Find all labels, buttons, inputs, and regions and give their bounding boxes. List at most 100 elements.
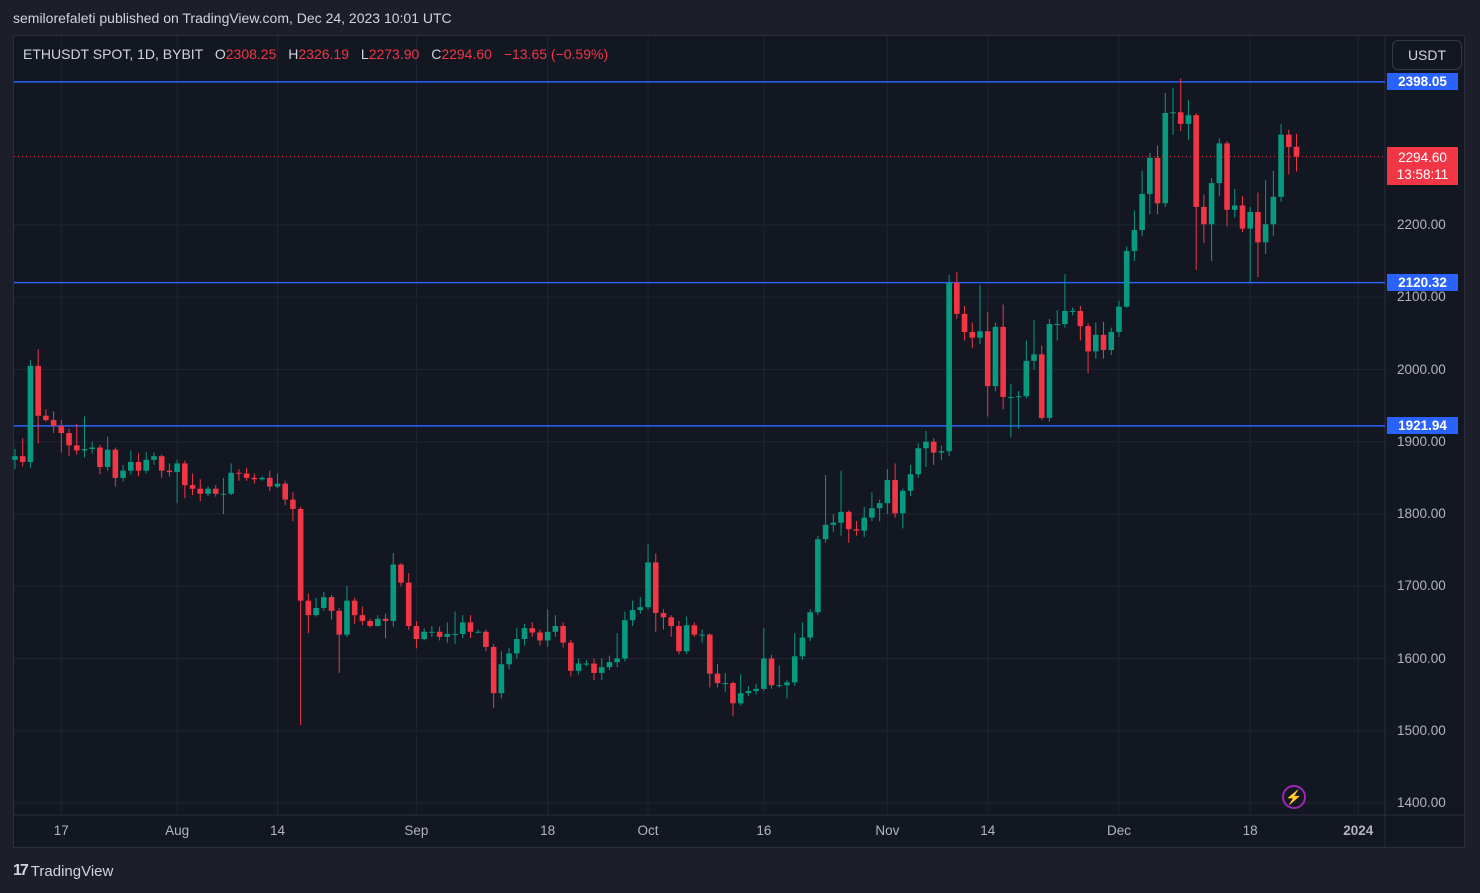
candle	[444, 622, 451, 643]
candle-body	[205, 488, 211, 494]
candle	[66, 428, 72, 457]
candle-body	[459, 622, 466, 634]
y-tick-label: 2200.00	[1397, 217, 1446, 232]
candle	[351, 597, 358, 624]
candle	[475, 629, 481, 634]
candle	[1286, 129, 1292, 175]
candle	[1038, 345, 1045, 421]
candle	[97, 444, 103, 475]
candle-body	[405, 582, 412, 626]
change-value: −13.65 (−0.59%)	[503, 46, 609, 62]
candle	[313, 597, 319, 617]
candle-body	[120, 470, 126, 478]
x-tick-label: 14	[269, 823, 285, 838]
candle	[629, 600, 636, 626]
candle	[120, 464, 126, 482]
candle-body	[151, 456, 157, 460]
candle-body	[830, 522, 837, 525]
level-label-2120: 2120.32	[1387, 274, 1458, 292]
candle-body	[359, 615, 366, 621]
candle	[182, 460, 188, 499]
level-label-1921: 1921.94	[1387, 417, 1458, 435]
candle-body	[776, 685, 783, 687]
candle-body	[506, 653, 512, 665]
candle	[1008, 383, 1014, 438]
candle	[768, 654, 775, 689]
x-tick-label: 18	[1242, 823, 1258, 838]
candle-body	[845, 511, 852, 530]
candle	[259, 476, 265, 481]
candle-body	[1077, 310, 1084, 327]
candle	[900, 488, 906, 529]
candle-body	[946, 282, 952, 452]
candle-body	[629, 610, 636, 621]
candle	[776, 665, 783, 688]
candle	[1108, 327, 1115, 356]
candle	[297, 506, 304, 725]
symbol-label[interactable]: ETHUSDT SPOT, 1D, BYBIT	[23, 46, 203, 62]
candle-body	[390, 564, 397, 621]
candle-body	[668, 617, 674, 626]
candle	[668, 615, 674, 637]
candle-body	[274, 483, 281, 487]
candle	[737, 674, 744, 706]
candle	[398, 563, 404, 587]
y-tick-label: 1900.00	[1397, 433, 1446, 449]
candle	[166, 463, 173, 477]
candle-body	[174, 463, 180, 473]
candle-body	[1224, 143, 1230, 210]
candle	[722, 672, 729, 692]
candle	[637, 597, 644, 614]
candle	[969, 322, 976, 348]
candle	[382, 613, 389, 639]
candle-body	[560, 625, 566, 643]
candle-body	[645, 562, 651, 608]
candle-body	[637, 607, 644, 611]
candle-body	[27, 365, 34, 462]
candle	[537, 629, 543, 646]
candle-body	[761, 658, 767, 689]
candle-body	[1123, 251, 1130, 307]
candle	[1231, 188, 1238, 218]
tradingview-logo[interactable]: 17 TradingView	[13, 862, 113, 880]
candle	[27, 360, 34, 468]
candle-body	[614, 658, 620, 663]
candle	[984, 311, 991, 417]
candle	[336, 607, 343, 673]
candle	[645, 544, 651, 610]
candle	[622, 611, 628, 662]
candle-body	[861, 517, 867, 531]
candle	[1162, 92, 1169, 207]
candle-body	[50, 420, 57, 426]
candle	[907, 464, 914, 496]
lightning-icon[interactable]: ⚡	[1282, 785, 1306, 809]
candle-body	[768, 658, 775, 686]
candle-body	[977, 331, 983, 338]
candle-body	[66, 433, 72, 446]
candle	[521, 623, 528, 646]
candle-body	[575, 663, 582, 671]
candle	[1054, 310, 1060, 341]
candle	[1046, 318, 1053, 422]
candle	[151, 452, 157, 465]
currency-button[interactable]: USDT	[1392, 40, 1462, 70]
candle-body	[544, 631, 551, 641]
candle-body	[436, 631, 443, 637]
candle	[544, 609, 551, 647]
candle	[112, 447, 119, 487]
open-value: 2308.25	[225, 46, 277, 62]
candle-body	[1278, 134, 1284, 197]
candle-body	[112, 449, 119, 478]
candle	[992, 322, 999, 392]
candle	[930, 438, 937, 465]
candle	[660, 609, 667, 630]
candle	[19, 438, 26, 467]
candle	[89, 441, 95, 454]
y-tick-label: 1500.00	[1397, 722, 1446, 738]
bar-countdown: 13:58:11	[1396, 166, 1449, 182]
candle-body	[1216, 143, 1223, 184]
last-price-label: 2294.60 13:58:11	[1387, 146, 1458, 185]
candle	[845, 510, 852, 543]
candle-body	[591, 663, 597, 673]
